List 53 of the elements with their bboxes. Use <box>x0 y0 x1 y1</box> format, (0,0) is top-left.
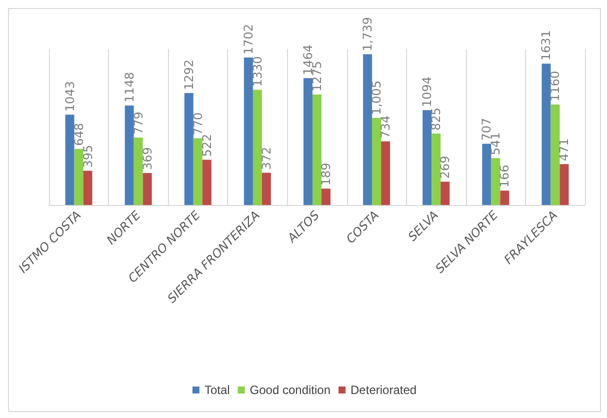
data-label: 395 <box>80 144 95 168</box>
bar <box>312 94 322 205</box>
bar <box>244 57 253 205</box>
bar <box>65 114 74 205</box>
data-label: 770 <box>190 112 205 136</box>
data-label: 1631 <box>539 30 554 61</box>
bar <box>202 160 212 205</box>
bar <box>193 138 202 205</box>
bar <box>500 190 510 205</box>
bar <box>142 173 152 205</box>
bar <box>252 90 262 205</box>
data-label: 1702 <box>241 24 256 54</box>
data-label: 779 <box>131 112 146 134</box>
bar <box>184 93 194 205</box>
bar <box>550 104 560 205</box>
bar <box>262 172 271 205</box>
bar <box>560 164 569 205</box>
bar <box>432 134 441 205</box>
data-label: 372 <box>259 146 274 170</box>
data-label: 369 <box>140 147 154 170</box>
bar <box>322 188 330 205</box>
bar <box>542 64 551 205</box>
bar <box>422 110 432 205</box>
legend-label: Good condition <box>250 383 331 397</box>
data-label: 1292 <box>182 59 196 90</box>
data-label: 1043 <box>62 81 77 112</box>
bar <box>124 106 134 205</box>
bar <box>482 144 492 205</box>
data-label: 522 <box>200 134 214 157</box>
data-label: 1,005 <box>370 80 384 115</box>
data-label: 825 <box>429 108 444 130</box>
data-label: 1160 <box>548 70 562 102</box>
legend-label: Total <box>204 383 230 397</box>
data-label: 734 <box>378 115 393 138</box>
data-label: 1148 <box>122 72 136 103</box>
data-label: 269 <box>438 156 452 179</box>
bar <box>372 118 382 205</box>
data-label: 648 <box>72 122 86 146</box>
bar <box>363 54 372 205</box>
bar <box>74 148 84 205</box>
data-label: 189 <box>319 162 333 186</box>
data-label: 1094 <box>420 76 434 108</box>
legend-label: Deteriorated <box>350 383 417 397</box>
bar <box>491 158 500 205</box>
bar <box>134 137 143 205</box>
data-label: 166 <box>498 164 512 188</box>
data-label: 471 <box>557 138 572 162</box>
data-label: 1,739 <box>360 16 375 52</box>
bar <box>440 182 450 205</box>
bar <box>381 141 390 205</box>
data-label: 1330 <box>250 56 264 87</box>
bar <box>83 170 92 205</box>
bar <box>304 78 312 205</box>
